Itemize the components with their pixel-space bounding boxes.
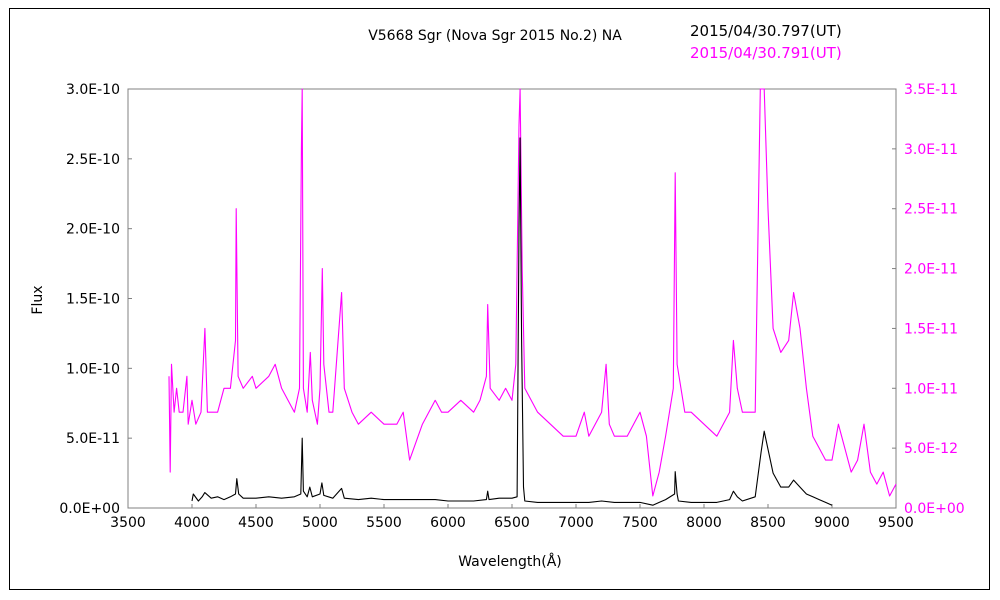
plot-area [127,88,897,509]
y-right-tick-label: 5.0E-12 [904,441,958,457]
x-axis-ticks: 3500 4000 4500 5000 5500 6000 6500 7000 7500 8000… [110,504,914,531]
x-axis-label: Wavelength(Å) [458,553,562,570]
chart-frame [9,8,990,590]
x-tick-label: 8000 [686,515,722,531]
x-tick-label: 4500 [238,515,274,531]
x-tick-label: 3500 [110,515,146,531]
y-right-tick-label: 2.0E-11 [904,262,958,278]
series-group [168,88,897,506]
x-tick-label: 7000 [558,515,594,531]
x-tick-label: 9000 [814,515,850,531]
x-tick-label: 9500 [878,515,914,531]
y-right-tick-label: 1.5E-11 [904,321,958,337]
y-axis-left-ticks: 0.0E+00 5.0E-11 1.0E-10 1.5E-10 2.0E-10 2.5E-… [59,82,132,517]
y-right-tick-label: 2.5E-11 [904,202,958,218]
y-left-tick-label: 1.5E-10 [66,292,120,308]
y-left-tick-label: 1.0E-10 [66,361,120,377]
x-tick-label: 6000 [430,515,466,531]
y-axis-right-ticks: 0.0E+00 5.0E-12 1.0E-11 1.5E-11 2.0E-11 2.5E-… [892,82,965,517]
y-left-tick-label: 0.0E+00 [59,501,120,517]
legend-series-black: 2015/04/30.797(UT) [690,22,842,40]
x-tick-label: 5000 [302,515,338,531]
y-axis-label: Flux [30,285,46,314]
y-left-tick-label: 2.5E-10 [66,152,120,168]
y-left-tick-label: 5.0E-11 [66,431,120,447]
legend-series-magenta: 2015/04/30.791(UT) [690,44,842,62]
x-tick-label: 7500 [622,515,658,531]
x-tick-label: 8500 [750,515,786,531]
x-tick-label: 6500 [494,515,530,531]
y-left-tick-label: 2.0E-10 [66,222,120,238]
x-tick-label: 5500 [366,515,402,531]
y-right-tick-label: 0.0E+00 [904,501,965,517]
y-right-tick-label: 3.0E-11 [904,142,958,158]
series-line-black [191,137,833,506]
x-tick-label: 4000 [174,515,210,531]
chart-title: V5668 Sgr (Nova Sgr 2015 No.2) NA [368,28,622,44]
y-right-tick-label: 3.5E-11 [904,82,958,98]
series-line-magenta [168,88,897,497]
y-left-tick-label: 3.0E-10 [66,82,120,98]
y-right-tick-label: 1.0E-11 [904,381,958,397]
